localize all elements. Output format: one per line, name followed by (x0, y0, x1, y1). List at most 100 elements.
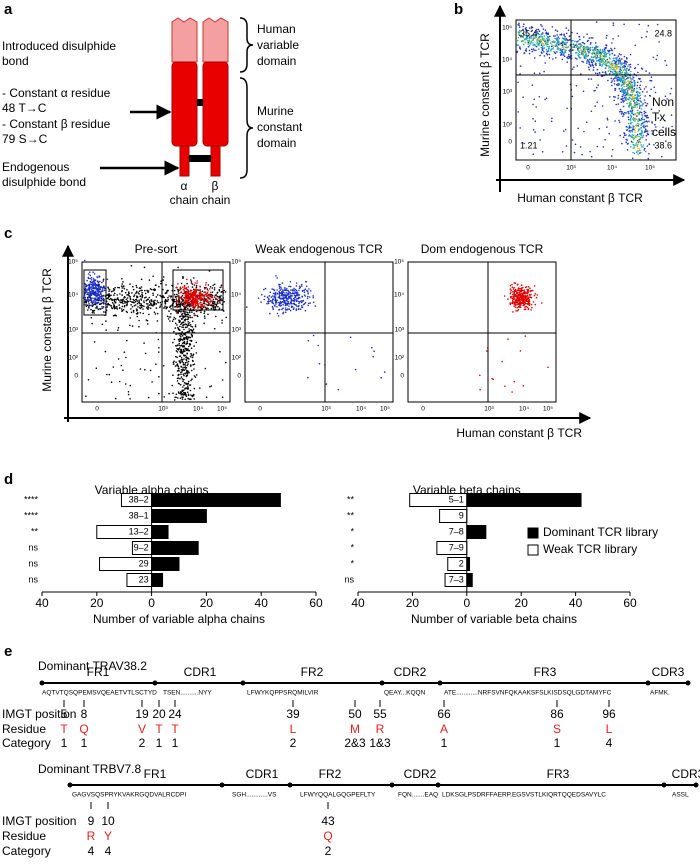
event-dot (97, 283, 99, 286)
event-dot (636, 95, 639, 98)
event-dot (192, 360, 194, 363)
event-dot (638, 23, 640, 26)
annotation: disulphide bond (2, 175, 86, 189)
event-dot (187, 370, 189, 372)
event-dot (650, 79, 653, 82)
event-dot (639, 88, 642, 90)
event-dot (588, 46, 590, 49)
event-dot (88, 287, 91, 290)
region-label: CDR2 (404, 767, 437, 781)
event-dot (291, 305, 294, 308)
event-dot (177, 367, 180, 370)
event-dot (634, 44, 637, 47)
significance: ** (347, 494, 355, 504)
event-dot (550, 120, 553, 123)
event-dot (546, 34, 548, 36)
event-dot (608, 52, 610, 54)
event-dot (526, 300, 529, 303)
event-dot (142, 312, 144, 315)
event-dot (609, 69, 611, 71)
event-dot (200, 311, 202, 314)
event-dot (172, 318, 175, 321)
event-dot (184, 388, 186, 390)
event-dot (595, 86, 598, 89)
event-dot (614, 89, 616, 92)
event-dot (203, 315, 206, 317)
plot-frame (244, 261, 394, 403)
event-dot (596, 101, 598, 104)
event-dot (595, 48, 597, 50)
event-dot (527, 34, 530, 37)
event-dot (113, 306, 115, 309)
event-dot (140, 305, 143, 307)
event-dot (621, 91, 623, 93)
event-dot (183, 358, 185, 360)
event-dot (113, 300, 116, 303)
event-dot (114, 397, 117, 400)
event-dot (563, 45, 566, 48)
event-dot (620, 84, 623, 86)
event-dot (152, 292, 154, 295)
event-dot (619, 71, 622, 73)
event-dot (296, 293, 298, 296)
event-dot (620, 53, 622, 56)
y-tick-label: 0 (508, 139, 512, 146)
event-dot (219, 302, 221, 304)
y-axis-label: Murine constant β TCR (478, 33, 492, 157)
event-dot (193, 294, 195, 296)
event-dot (117, 327, 120, 329)
event-dot (621, 87, 624, 89)
event-dot (597, 84, 599, 86)
event-dot (87, 292, 90, 294)
event-dot (589, 46, 592, 49)
event-dot (192, 304, 195, 307)
event-dot (181, 371, 183, 373)
event-dot (192, 328, 195, 331)
event-dot (629, 94, 631, 96)
region-label: FR3 (547, 767, 570, 781)
event-dot (627, 93, 629, 96)
event-dot (100, 300, 102, 302)
event-dot (621, 111, 624, 113)
event-dot (198, 296, 201, 299)
event-dot (108, 373, 111, 376)
event-dot (194, 376, 197, 378)
event-dot (630, 126, 632, 129)
event-dot (312, 301, 315, 304)
event-dot (543, 51, 545, 53)
event-dot (622, 97, 624, 100)
event-dot (639, 94, 642, 97)
category-label: 5–1 (449, 494, 464, 504)
region-boundary (661, 782, 667, 788)
event-dot (516, 39, 519, 42)
event-dot (553, 44, 556, 47)
event-dot (629, 53, 632, 56)
bar (151, 525, 169, 539)
event-dot (180, 298, 183, 301)
event-dot (271, 295, 274, 297)
event-dot (121, 300, 124, 302)
event-dot (197, 304, 199, 307)
event-dot (598, 51, 601, 53)
event-dot (221, 322, 223, 324)
residue: L (290, 722, 297, 736)
event-dot (633, 147, 636, 149)
event-dot (651, 121, 653, 123)
event-dot (205, 300, 207, 302)
event-dot (193, 290, 196, 293)
event-dot (280, 288, 283, 290)
event-dot (139, 368, 142, 370)
event-dot (307, 295, 309, 298)
event-dot (126, 302, 129, 304)
event-dot (90, 279, 93, 281)
event-dot (634, 130, 636, 132)
event-dot (594, 49, 597, 51)
legend-swatch (527, 527, 539, 539)
event-dot (101, 305, 103, 308)
event-dot (643, 124, 645, 126)
event-dot (98, 275, 100, 277)
event-dot (553, 50, 555, 53)
event-dot (627, 142, 629, 145)
event-dot (552, 58, 554, 60)
event-dot (623, 64, 625, 67)
